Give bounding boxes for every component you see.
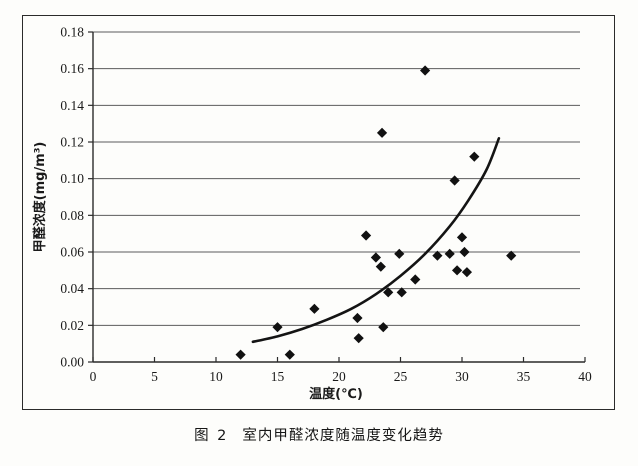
- figure-number: 图 2: [194, 428, 229, 444]
- y-axis-ticks: [88, 31, 93, 363]
- y-tick-label: 0.10: [60, 171, 84, 186]
- data-point-diamond: [272, 322, 283, 333]
- data-point-diamond: [449, 175, 460, 186]
- trend-curve-path: [251, 137, 501, 344]
- x-tick-label: 20: [332, 369, 346, 384]
- x-tick-label: 40: [578, 369, 592, 384]
- x-tick-label: 15: [271, 369, 285, 384]
- data-point-diamond: [506, 250, 517, 261]
- x-tick-label: 30: [455, 369, 469, 384]
- y-tick-label: 0.08: [60, 208, 84, 223]
- y-axis-title: 甲醛浓度(mg/m³): [32, 142, 48, 253]
- data-point-diamond: [396, 287, 407, 298]
- data-point-diamond: [309, 303, 320, 314]
- data-point-diamond: [284, 349, 295, 360]
- scatter-chart: 0.00 0.02 0.04 0.06 0.08 0.10 0.12 0.14 0.16 0.18…: [32, 25, 592, 403]
- y-tick-label: 0.14: [60, 98, 84, 113]
- data-point-diamond: [353, 333, 364, 344]
- trend-curve: [251, 137, 501, 344]
- data-point-diamond: [456, 232, 468, 243]
- x-axis-ticks: [92, 357, 586, 362]
- y-tick-label: 0.02: [60, 318, 84, 333]
- y-tick-label: 0.16: [60, 61, 84, 76]
- data-point-diamond: [394, 248, 405, 259]
- data-point-diamond: [451, 265, 463, 276]
- data-point-diamond: [370, 252, 381, 263]
- data-point-diamond: [383, 287, 394, 298]
- figure-caption-text: 室内甲醛浓度随温度变化趋势: [242, 428, 444, 444]
- data-point-diamond: [459, 246, 470, 258]
- data-point-markers: [235, 65, 517, 360]
- data-point-diamond: [410, 274, 421, 285]
- x-tick-label: 25: [394, 369, 408, 384]
- figure-frame: [22, 15, 615, 410]
- x-axis-title: 温度(℃): [309, 386, 363, 402]
- data-point-diamond: [432, 250, 443, 261]
- y-axis-tick-labels: 0.00 0.02 0.04 0.06 0.08 0.10 0.12 0.14 0.16 0.18: [60, 25, 84, 370]
- data-point-diamond: [444, 248, 455, 259]
- x-tick-label: 35: [517, 369, 531, 384]
- y-tick-label: 0.12: [60, 135, 84, 150]
- data-point-diamond: [378, 322, 389, 333]
- data-point-diamond: [360, 230, 372, 241]
- data-point-diamond: [420, 65, 431, 76]
- x-tick-label: 5: [151, 369, 158, 384]
- x-tick-label: 10: [209, 369, 223, 384]
- data-point-diamond: [235, 349, 246, 360]
- y-tick-label: 0.18: [60, 25, 84, 40]
- data-point-diamond: [375, 261, 386, 272]
- y-tick-label: 0.04: [60, 281, 84, 296]
- x-tick-label: 0: [90, 369, 97, 384]
- y-tick-label: 0.06: [60, 245, 84, 260]
- x-axis-tick-labels: 0 5 10 15 20 25 30 35 40: [90, 369, 592, 384]
- y-tick-label: 0.00: [60, 355, 84, 370]
- data-point-diamond: [352, 312, 363, 324]
- data-point-diamond: [469, 151, 480, 162]
- figure-caption: 图 2 室内甲醛浓度随温度变化趋势: [0, 424, 638, 445]
- data-point-diamond: [376, 127, 388, 138]
- gridlines: [93, 31, 580, 326]
- data-point-diamond: [461, 267, 473, 278]
